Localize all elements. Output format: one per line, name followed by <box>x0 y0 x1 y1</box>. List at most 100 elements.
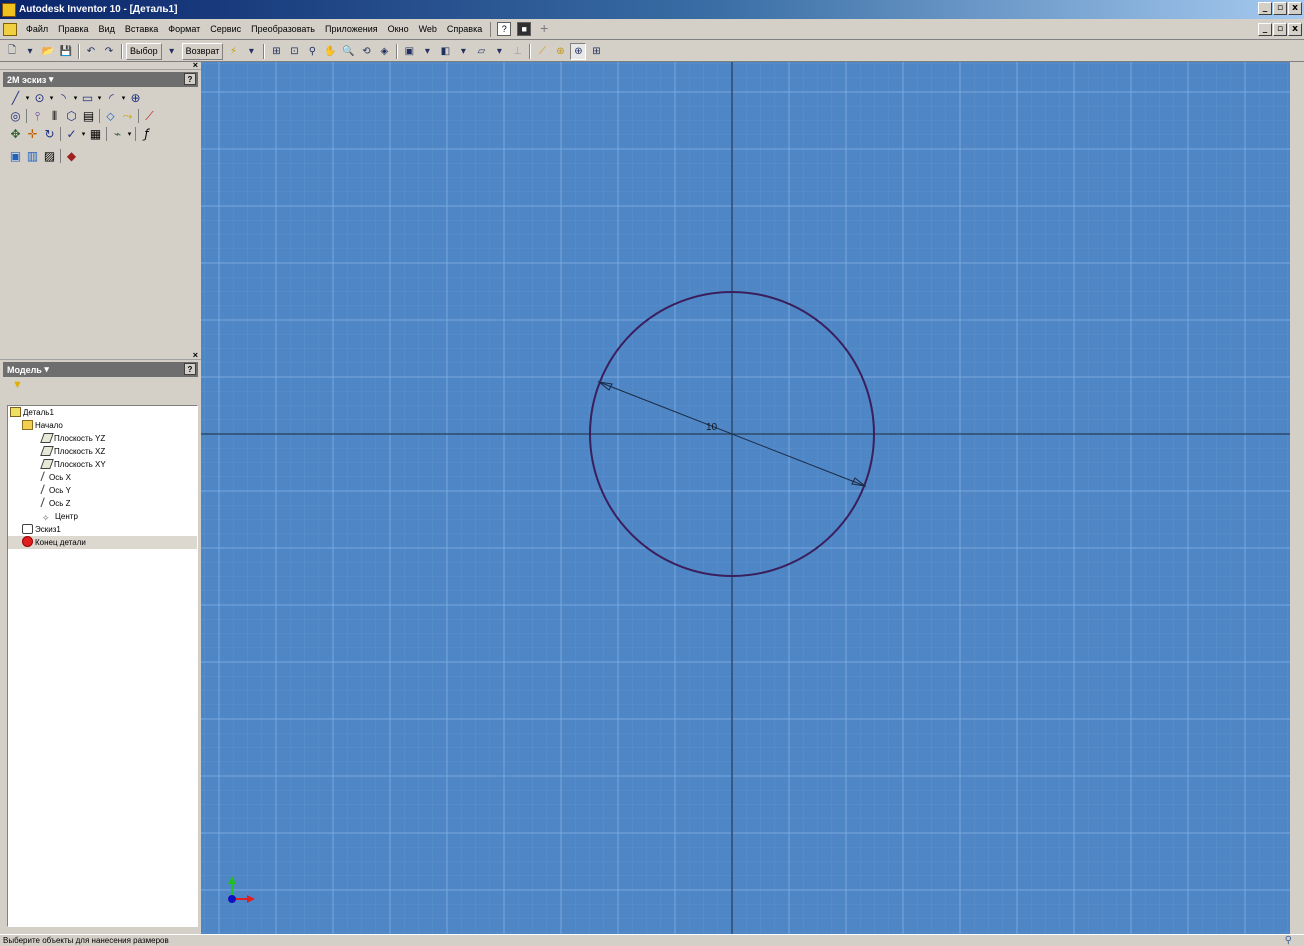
menu-file[interactable]: Файл <box>26 23 49 34</box>
zoom-selected-icon[interactable]: 🔍 <box>342 45 355 57</box>
menu-view[interactable]: Вид <box>98 23 115 34</box>
tree-item[interactable]: Эскиз1 <box>8 523 197 536</box>
rotate-tool-icon[interactable]: ✛ <box>27 127 38 141</box>
sketch-circle[interactable] <box>589 291 875 577</box>
tool-dropdown-icon[interactable]: ▾ <box>73 94 78 102</box>
center-of-gravity-icon[interactable]: ⊛ <box>556 45 565 57</box>
move-tool-icon[interactable]: ✥ <box>10 127 21 141</box>
doc-minimize-button[interactable]: _ <box>1258 23 1272 36</box>
new-icon[interactable]: 🗋 <box>7 44 17 56</box>
zoom-window-icon[interactable]: ⊡ <box>290 45 299 57</box>
measure-icon[interactable]: ⊥ <box>513 45 522 57</box>
panel-grip[interactable]: × <box>0 60 201 70</box>
section-dropdown-icon[interactable]: ▾ <box>496 45 502 57</box>
tree-item[interactable]: Плоскость XY <box>8 458 197 471</box>
redo-icon[interactable]: ↷ <box>104 45 114 57</box>
menu-tools[interactable]: Сервис <box>210 23 242 34</box>
tree-item[interactable]: Ось Y <box>8 484 197 497</box>
menu-edit[interactable]: Правка <box>58 23 89 34</box>
check-tool-icon[interactable]: ✓ <box>66 127 77 141</box>
point-tool-icon[interactable]: ⊕ <box>130 91 141 105</box>
diameter-dimension-line[interactable] <box>598 381 866 487</box>
display-mode-dropdown-icon[interactable]: ▾ <box>424 45 430 57</box>
save-icon[interactable]: 💾 <box>59 45 73 57</box>
select-dropdown-icon[interactable]: ▾ <box>169 45 175 57</box>
vertical-scrollbar[interactable] <box>1290 62 1304 934</box>
shadow-icon[interactable]: ◧ <box>440 45 451 57</box>
constraint-tool-icon[interactable]: ⬦ <box>106 108 115 123</box>
new-dropdown-icon[interactable]: ▾ <box>27 45 33 57</box>
panel-help-icon[interactable]: ? <box>184 73 196 85</box>
update-dropdown-icon[interactable]: ▾ <box>248 45 254 57</box>
circle-tool-icon[interactable]: ⊙ <box>34 91 45 105</box>
menu-applications[interactable]: Приложения <box>325 23 378 34</box>
look-at-icon[interactable]: ◈ <box>380 45 389 57</box>
graphics-viewport[interactable]: 10 <box>201 62 1290 934</box>
close-button[interactable]: x <box>1288 2 1302 15</box>
tree-item[interactable]: Ось Z <box>8 497 197 510</box>
tool-dropdown-icon[interactable]: ▾ <box>127 130 132 138</box>
plus-icon[interactable]: + <box>540 20 549 36</box>
pattern-tool-icon[interactable]: ⦀ <box>51 108 58 123</box>
help-icon[interactable]: ? <box>497 22 512 36</box>
doc-restore-button[interactable]: ▫ <box>1273 23 1287 36</box>
sketch-canvas[interactable]: 10 <box>201 62 1290 934</box>
close-icon[interactable]: × <box>192 350 198 360</box>
extend-tool-icon[interactable]: ⤳ <box>122 108 133 123</box>
shadow-dropdown-icon[interactable]: ▾ <box>460 45 466 57</box>
zoom-icon[interactable]: ⚲ <box>308 45 317 57</box>
dark-toolbar-icon[interactable]: ■ <box>517 22 532 36</box>
pin-tool-icon[interactable]: ⟋ <box>145 108 154 123</box>
finish-tool-icon[interactable]: ◆ <box>66 149 77 163</box>
tree-item[interactable]: Начало <box>8 419 197 432</box>
tree-item[interactable]: Плоскость XZ <box>8 445 197 458</box>
tool-dropdown-icon[interactable]: ▾ <box>25 94 30 102</box>
offset-tool-icon[interactable]: ⬡ <box>66 109 77 123</box>
rectangle-tool-icon[interactable]: ▭ <box>81 91 94 105</box>
update-icon[interactable]: ⚡ <box>229 45 237 57</box>
snap-icon[interactable]: ⊕ <box>570 42 587 60</box>
select-button[interactable]: Выбор <box>126 42 162 60</box>
tool-dropdown-icon[interactable]: ▾ <box>81 130 86 138</box>
project-tool-icon[interactable]: ▦ <box>89 127 102 141</box>
document-icon[interactable] <box>3 22 17 36</box>
dimension-value[interactable]: 10 <box>706 422 718 433</box>
zoom-all-icon[interactable]: ⊞ <box>272 45 281 57</box>
menu-format[interactable]: Формат <box>168 23 201 34</box>
grid-icon[interactable]: ⊞ <box>592 45 601 57</box>
chevron-down-icon[interactable]: ▾ <box>41 364 49 374</box>
status-bar-grip-icon[interactable]: ⚲ <box>1284 935 1292 946</box>
maximize-button[interactable]: ▫ <box>1273 2 1287 15</box>
tree-item[interactable]: Деталь1 <box>8 406 197 419</box>
trim-tool-icon[interactable]: ↻ <box>44 127 55 141</box>
tree-item[interactable]: Ось X <box>8 471 197 484</box>
menu-window[interactable]: Окно <box>387 23 409 34</box>
chevron-down-icon[interactable]: ▾ <box>46 74 54 84</box>
tool-dropdown-icon[interactable]: ▾ <box>49 94 54 102</box>
orbit-icon[interactable]: ⟲ <box>362 45 371 57</box>
filter-icon[interactable]: ▼ <box>12 379 23 391</box>
insert-image-tool-icon[interactable]: ▣ <box>9 149 22 163</box>
fillet-tool-icon[interactable]: ◜ <box>109 91 114 105</box>
menu-insert[interactable]: Вставка <box>124 23 159 34</box>
sketch-panel-header[interactable]: 2М эскиз ▾ ? <box>3 72 198 87</box>
tree-item[interactable]: Плоскость YZ <box>8 432 197 445</box>
doc-close-button[interactable]: x <box>1288 23 1302 36</box>
menu-help[interactable]: Справка <box>446 23 483 34</box>
minimize-button[interactable]: _ <box>1258 2 1272 15</box>
section-icon[interactable]: ▱ <box>477 45 486 57</box>
display-mode-icon[interactable]: ▣ <box>404 45 415 57</box>
return-button[interactable]: Возврат <box>181 42 224 60</box>
function-tool-icon[interactable]: ƒ <box>144 127 149 141</box>
tree-item[interactable]: Конец детали <box>8 536 197 549</box>
close-icon[interactable]: × <box>192 60 198 70</box>
picture-tool-icon[interactable]: ▨ <box>43 149 56 163</box>
panel-help-icon[interactable]: ? <box>184 363 196 375</box>
slice-icon[interactable]: ⟋ <box>538 45 546 57</box>
tree-item[interactable]: ✧ Центр <box>8 510 197 523</box>
tool-dropdown-icon[interactable]: ▾ <box>97 94 102 102</box>
arc-tool-icon[interactable]: ◝ <box>61 91 66 105</box>
menu-web[interactable]: Web <box>418 23 437 34</box>
edit-tool-icon[interactable]: ▥ <box>26 149 39 163</box>
parameters-tool-icon[interactable]: ⌁ <box>113 127 122 141</box>
